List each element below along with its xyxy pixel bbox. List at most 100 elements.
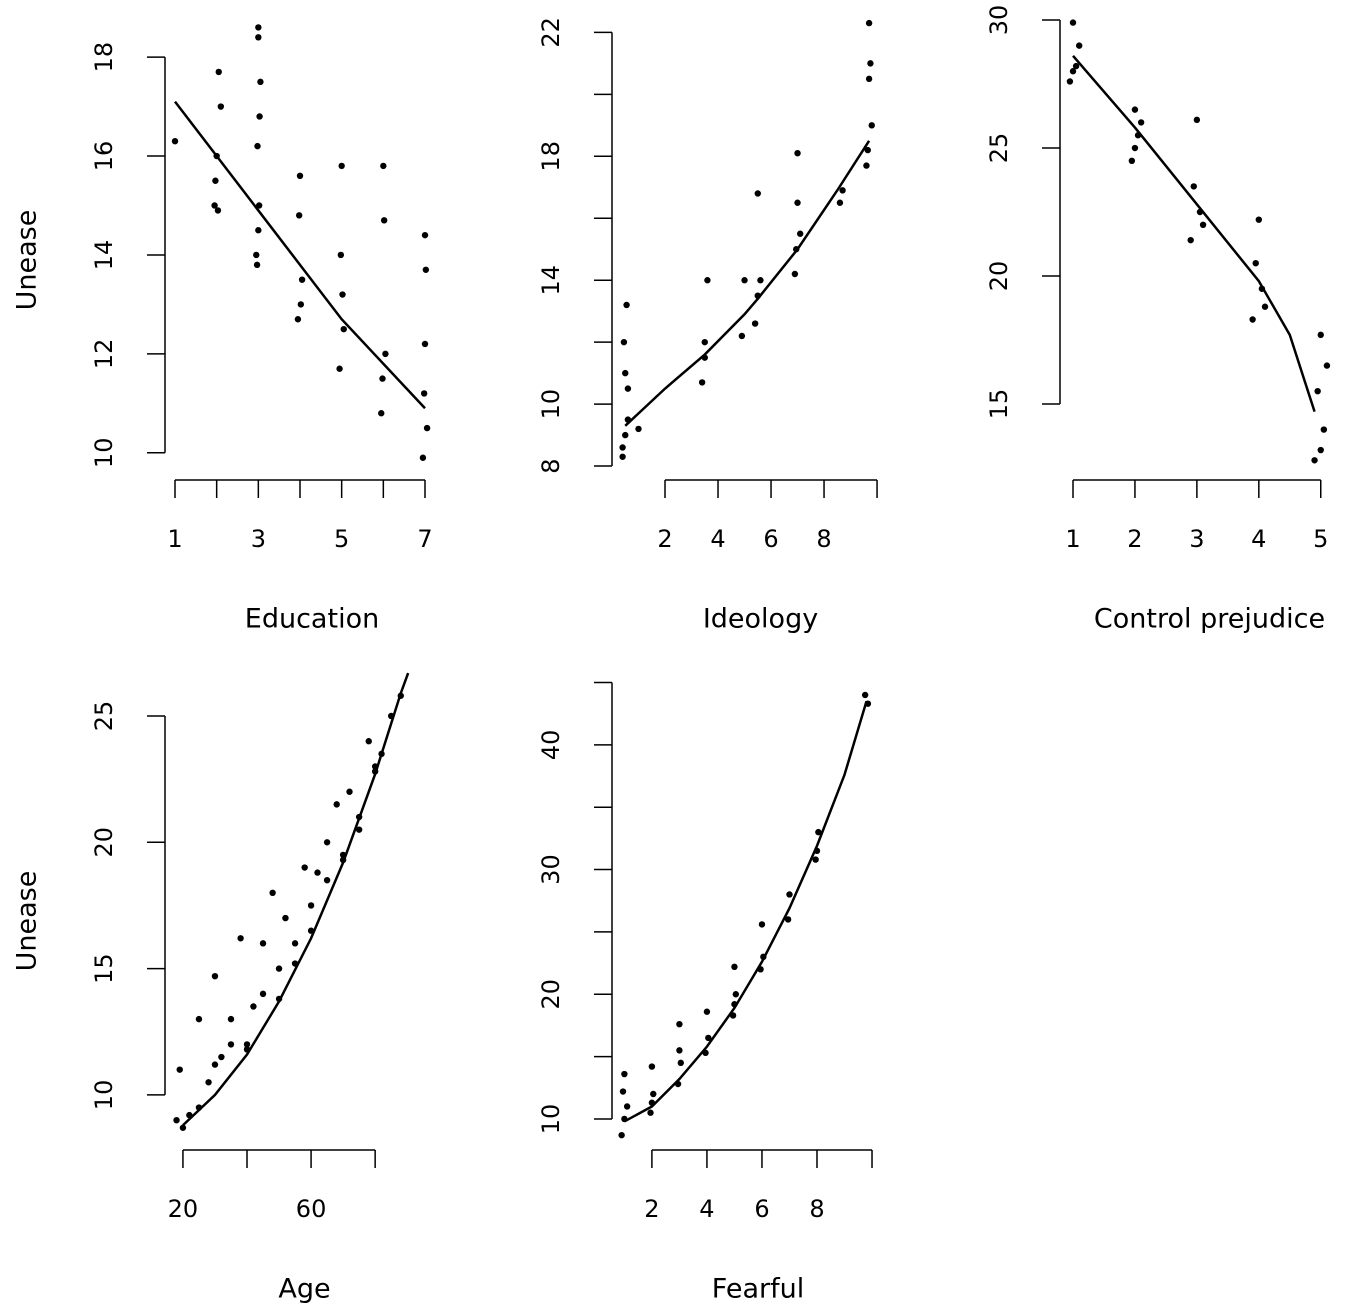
data-point [295,212,303,219]
data-point [794,199,801,206]
data-point [1317,331,1324,339]
data-point [619,453,626,460]
data-point [868,122,875,129]
fit-curve [624,140,871,427]
x-tick-label: 6 [763,525,778,553]
data-point [622,431,629,439]
x-axis-label: Fearful [712,1274,804,1305]
data-point [380,217,388,224]
y-tick-label: 10 [537,1104,565,1135]
data-point [282,914,289,922]
data-point [794,149,801,157]
x-axis-label: Education [245,604,379,635]
data-point [339,291,346,298]
data-point [338,162,345,170]
y-tick-label: 30 [985,5,1013,36]
data-point [355,826,363,833]
data-point [836,199,844,206]
x-axis-label: Age [278,1274,330,1305]
data-point [205,1079,212,1086]
data-point [698,379,706,386]
data-point [705,1034,712,1042]
data-point [227,1041,235,1048]
data-point [243,1041,251,1048]
data-point [179,1124,187,1131]
data-point [623,301,630,309]
data-point [171,137,179,145]
data-point [419,454,427,461]
data-point [379,375,386,382]
data-point [784,916,792,923]
data-point [786,891,793,898]
data-point [757,277,764,284]
data-point [365,738,372,745]
x-tick-label: 4 [710,525,725,553]
data-point [380,162,387,170]
y-tick-label: 25 [985,133,1013,164]
data-point [307,902,315,909]
data-point [648,1063,656,1070]
data-point [256,113,263,120]
data-point [677,1059,684,1067]
y-tick-label: 15 [985,389,1013,420]
data-point [237,935,244,942]
data-point [751,320,759,327]
y-tick-label: 20 [90,827,118,858]
data-point [701,338,708,346]
data-point [255,34,262,41]
data-point [791,270,799,278]
data-point [227,1015,235,1023]
data-point [423,424,431,432]
y-tick-label: 10 [537,389,565,420]
x-tick-label: 4 [699,1195,714,1223]
data-point [337,251,345,259]
x-tick-label: 7 [417,525,432,553]
data-point [676,1047,683,1054]
y-tick-label: 40 [537,730,565,761]
x-tick-label: 4 [1251,525,1266,553]
x-tick-label: 8 [816,525,831,553]
x-tick-label: 6 [754,1195,769,1223]
data-point [704,277,711,284]
fit-curve [623,700,868,1123]
data-point [738,332,746,340]
y-tick-label: 10 [90,438,118,469]
y-tick-label: 8 [537,458,565,473]
data-point [622,369,629,377]
data-point [378,410,385,417]
data-point [865,75,873,83]
data-point [1137,119,1145,126]
data-point [861,691,869,699]
data-point [754,190,761,197]
data-point [1261,303,1269,310]
data-point [1323,362,1331,369]
data-point [275,965,283,972]
data-point [732,991,740,998]
data-point [176,1066,183,1073]
data-point [211,972,219,980]
data-point [676,1020,683,1028]
data-point [635,425,642,433]
data-point [647,1109,654,1116]
y-tick-label: 20 [537,979,565,1010]
data-point [623,1103,631,1110]
data-point [382,350,389,358]
data-point [839,187,846,194]
x-tick-label: 5 [1313,525,1328,553]
data-point [255,24,262,31]
data-point [195,1015,203,1023]
x-tick-label: 2 [657,525,672,553]
x-tick-label: 3 [1189,525,1204,553]
x-tick-label: 2 [644,1195,659,1223]
data-point [618,1131,625,1139]
data-point [253,261,261,269]
y-tick-label: 15 [90,953,118,984]
data-point [298,276,306,283]
data-point [333,801,340,808]
y-tick-label: 18 [537,141,565,172]
data-point [1199,221,1207,229]
data-point [255,202,263,209]
data-point [253,251,260,259]
data-point [867,60,874,67]
